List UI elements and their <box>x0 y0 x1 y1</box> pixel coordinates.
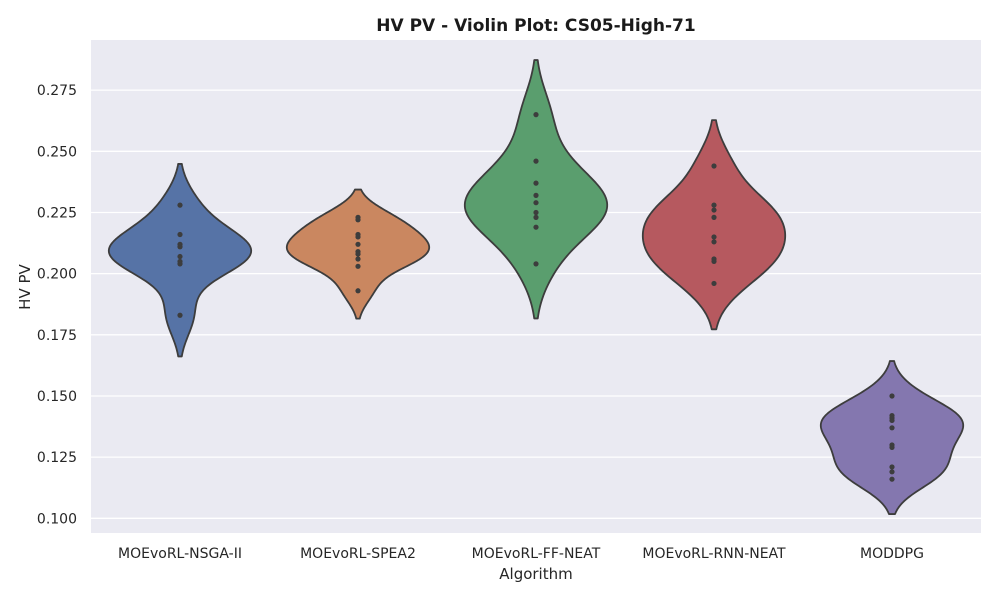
data-point <box>533 158 539 164</box>
data-point <box>533 180 539 186</box>
violin-body <box>819 360 965 515</box>
y-tick-label: 0.150 <box>37 389 77 405</box>
data-point <box>711 239 717 245</box>
data-point <box>355 251 361 257</box>
data-point <box>533 200 539 206</box>
data-point <box>889 476 895 482</box>
data-point <box>355 256 361 262</box>
data-point <box>889 417 895 424</box>
x-tick-label: MOEvoRL-NSGA-II <box>118 546 242 562</box>
data-point <box>533 112 539 118</box>
data-point <box>355 288 361 294</box>
violin-body <box>641 119 787 331</box>
data-point <box>889 464 895 470</box>
data-point <box>889 444 895 450</box>
y-tick-label: 0.250 <box>37 144 77 160</box>
data-point <box>533 224 539 230</box>
y-tick-labels: 0.100 0.125 0.150 0.175 0.200 0.225 0.250 0.275 <box>37 83 77 527</box>
y-tick-label: 0.175 <box>37 328 77 344</box>
data-point <box>889 469 895 475</box>
violins <box>107 59 965 515</box>
y-tick-label: 0.225 <box>37 205 77 221</box>
data-point <box>177 253 183 260</box>
data-point <box>889 425 895 431</box>
y-tick-label: 0.275 <box>37 83 77 99</box>
data-point <box>711 214 717 220</box>
data-point <box>711 234 717 240</box>
x-tick-label: MODDPG <box>860 546 924 562</box>
data-point <box>711 163 717 169</box>
x-tick-label: MOEvoRL-RNN-NEAT <box>642 546 786 562</box>
data-point <box>889 393 895 399</box>
x-tick-labels: MOEvoRL-NSGA-II MOEvoRL-SPEA2 MOEvoRL-FF-N… <box>118 546 924 562</box>
data-point <box>355 241 361 247</box>
data-point <box>355 234 361 240</box>
data-point <box>177 261 183 267</box>
data-point <box>355 263 361 269</box>
data-point <box>177 231 183 238</box>
data-point <box>177 312 183 318</box>
data-point <box>177 244 183 250</box>
data-point <box>177 202 183 208</box>
data-point <box>533 261 539 267</box>
data-point <box>711 202 717 208</box>
x-axis-label: Algorithm <box>499 565 572 583</box>
data-point <box>355 217 361 223</box>
data-point <box>533 192 539 198</box>
violin-body <box>463 59 609 320</box>
data-point <box>711 280 717 287</box>
chart-title: HV PV - Violin Plot: CS05-High-71 <box>376 16 695 36</box>
y-tick-label: 0.200 <box>37 267 77 283</box>
data-point <box>711 258 717 265</box>
x-tick-label: MOEvoRL-SPEA2 <box>300 546 416 562</box>
y-tick-label: 0.125 <box>37 450 77 466</box>
x-tick-label: MOEvoRL-FF-NEAT <box>472 546 601 562</box>
data-point <box>711 207 717 213</box>
y-tick-label: 0.100 <box>37 511 77 527</box>
y-axis-label: HV PV <box>16 263 34 309</box>
data-point <box>533 209 539 216</box>
data-point <box>533 214 539 220</box>
